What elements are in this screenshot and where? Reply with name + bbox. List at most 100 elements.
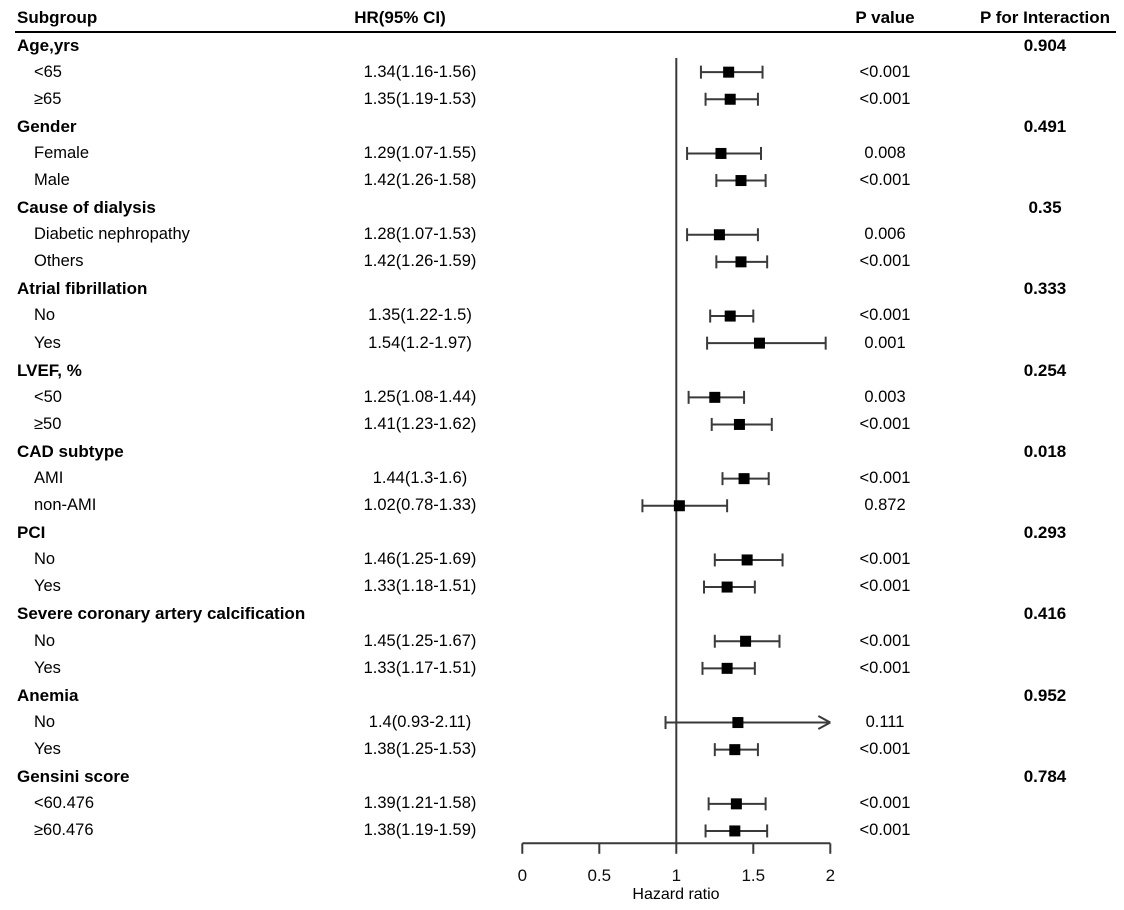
row-label: ≥50 xyxy=(34,414,62,433)
row-label: No xyxy=(34,306,56,325)
row-p-value: <0.001 xyxy=(859,414,911,433)
row-label: Female xyxy=(34,143,90,162)
table-row: ≥65 1.35(1.19-1.53) <0.001 xyxy=(0,86,1124,113)
x-axis-tick-label: 2 xyxy=(826,866,835,885)
row-p-value: <0.001 xyxy=(859,577,911,596)
row-p-value: <0.001 xyxy=(859,550,911,569)
table-row: Others 1.42(1.26-1.59) <0.001 xyxy=(0,248,1124,275)
row-label: ≥60.476 xyxy=(34,821,94,840)
row-p-value: <0.001 xyxy=(859,62,911,81)
row-label: Yes xyxy=(34,333,61,352)
row-hr-ci: 1.42(1.26-1.58) xyxy=(363,170,477,189)
row-p-interaction: 0.018 xyxy=(1023,441,1067,461)
table-row: PCI 0.293 xyxy=(0,519,1124,546)
table-row: Yes 1.33(1.18-1.51) <0.001 xyxy=(0,573,1124,600)
row-p-value: <0.001 xyxy=(859,631,911,650)
row-hr-ci: 1.38(1.25-1.53) xyxy=(363,739,477,758)
row-label: <60.476 xyxy=(34,794,95,813)
row-p-value: <0.001 xyxy=(859,739,911,758)
row-hr-ci: 1.34(1.16-1.56) xyxy=(363,62,477,81)
row-hr-ci: 1.33(1.17-1.51) xyxy=(363,658,477,677)
row-hr-ci: 1.46(1.25-1.69) xyxy=(363,550,477,569)
row-p-value: <0.001 xyxy=(859,794,911,813)
table-row: Diabetic nephropathy 1.28(1.07-1.53) 0.0… xyxy=(0,221,1124,248)
row-label: Severe coronary artery calcification xyxy=(17,604,306,624)
row-label: Others xyxy=(34,252,84,271)
row-label: Cause of dialysis xyxy=(17,198,156,218)
row-label: Age,yrs xyxy=(17,35,80,55)
row-label: ≥65 xyxy=(34,89,62,108)
row-hr-ci: 1.45(1.25-1.67) xyxy=(363,631,477,650)
table-row: No 1.45(1.25-1.67) <0.001 xyxy=(0,628,1124,655)
table-row: No 1.46(1.25-1.69) <0.001 xyxy=(0,546,1124,573)
row-hr-ci: 1.25(1.08-1.44) xyxy=(363,387,477,406)
column-header-hr-ci: HR(95% CI) xyxy=(354,8,446,27)
row-p-value: <0.001 xyxy=(859,89,911,108)
row-label: <65 xyxy=(34,62,62,81)
table-row: AMI 1.44(1.3-1.6) <0.001 xyxy=(0,465,1124,492)
table-row: <60.476 1.39(1.21-1.58) <0.001 xyxy=(0,790,1124,817)
x-axis-tick-label: 1 xyxy=(672,866,681,885)
row-hr-ci: 1.35(1.19-1.53) xyxy=(363,89,477,108)
row-label: non-AMI xyxy=(34,496,97,515)
row-label: Yes xyxy=(34,739,61,758)
row-label: Male xyxy=(34,170,70,189)
row-p-value: <0.001 xyxy=(859,252,911,271)
column-header-p-value: P value xyxy=(855,8,915,27)
row-hr-ci: 1.28(1.07-1.53) xyxy=(363,225,477,244)
row-hr-ci: 1.29(1.07-1.55) xyxy=(363,143,477,162)
row-label: Diabetic nephropathy xyxy=(34,225,190,244)
table-row: Female 1.29(1.07-1.55) 0.008 xyxy=(0,140,1124,167)
table-row: No 1.35(1.22-1.5) <0.001 xyxy=(0,302,1124,329)
x-axis-tick-label: 0 xyxy=(518,866,527,885)
x-axis-tick-label: 0.5 xyxy=(587,866,611,885)
row-label: <50 xyxy=(34,387,62,406)
row-hr-ci: 1.4(0.93-2.11) xyxy=(368,712,472,731)
table-row: non-AMI 1.02(0.78-1.33) 0.872 xyxy=(0,492,1124,519)
row-hr-ci: 1.35(1.22-1.5) xyxy=(368,306,472,325)
row-hr-ci: 1.41(1.23-1.62) xyxy=(363,414,477,433)
x-axis-label: Hazard ratio xyxy=(632,886,720,903)
row-hr-ci: 1.38(1.19-1.59) xyxy=(363,821,477,840)
row-p-value: <0.001 xyxy=(859,306,911,325)
row-p-interaction: 0.491 xyxy=(1023,116,1067,136)
row-p-value: <0.001 xyxy=(859,170,911,189)
row-p-value: 0.008 xyxy=(864,143,906,162)
table-row: Gensini score 0.784 xyxy=(0,763,1124,790)
row-hr-ci: 1.39(1.21-1.58) xyxy=(363,794,477,813)
table-row: ≥50 1.41(1.23-1.62) <0.001 xyxy=(0,411,1124,438)
row-p-interaction: 0.416 xyxy=(1023,604,1067,624)
table-row: Cause of dialysis 0.35 xyxy=(0,194,1124,221)
table-row: Yes 1.38(1.25-1.53) <0.001 xyxy=(0,736,1124,763)
table-row: Male 1.42(1.26-1.58) <0.001 xyxy=(0,167,1124,194)
row-p-value: 0.111 xyxy=(865,712,905,731)
header-rule xyxy=(15,30,1116,33)
row-hr-ci: 1.54(1.2-1.97) xyxy=(368,333,472,352)
row-label: Yes xyxy=(34,658,61,677)
table-row: <50 1.25(1.08-1.44) 0.003 xyxy=(0,384,1124,411)
table-row: CAD subtype 0.018 xyxy=(0,438,1124,465)
row-p-value: <0.001 xyxy=(859,469,911,487)
table-row: Age,yrs 0.904 xyxy=(0,32,1124,59)
row-label: Anemia xyxy=(17,685,79,705)
row-label: Atrial fibrillation xyxy=(17,279,148,299)
column-header-p-interaction: P for Interaction xyxy=(979,8,1111,27)
row-label: AMI xyxy=(34,469,64,487)
row-p-interaction: 0.293 xyxy=(1023,523,1067,543)
row-hr-ci: 1.44(1.3-1.6) xyxy=(372,469,468,487)
table-row: Atrial fibrillation 0.333 xyxy=(0,275,1124,302)
row-p-value: 0.872 xyxy=(864,496,906,515)
row-hr-ci: 1.02(0.78-1.33) xyxy=(363,496,477,515)
x-axis-tick-label: 1.5 xyxy=(741,866,765,885)
table-row: Yes 1.54(1.2-1.97) 0.001 xyxy=(0,330,1124,357)
row-p-interaction: 0.904 xyxy=(1023,35,1067,55)
table-row: <65 1.34(1.16-1.56) <0.001 xyxy=(0,59,1124,86)
row-p-value: 0.001 xyxy=(864,333,906,352)
row-label: Gender xyxy=(17,116,77,136)
table-row: Severe coronary artery calcification 0.4… xyxy=(0,600,1124,627)
x-axis: 0 0.5 1 1.5 2 xyxy=(518,842,835,885)
row-label: CAD subtype xyxy=(17,441,124,461)
row-label: Yes xyxy=(34,577,61,596)
table-rows: Age,yrs 0.904 <65 1.34(1.16-1.56) <0.001… xyxy=(0,32,1124,845)
